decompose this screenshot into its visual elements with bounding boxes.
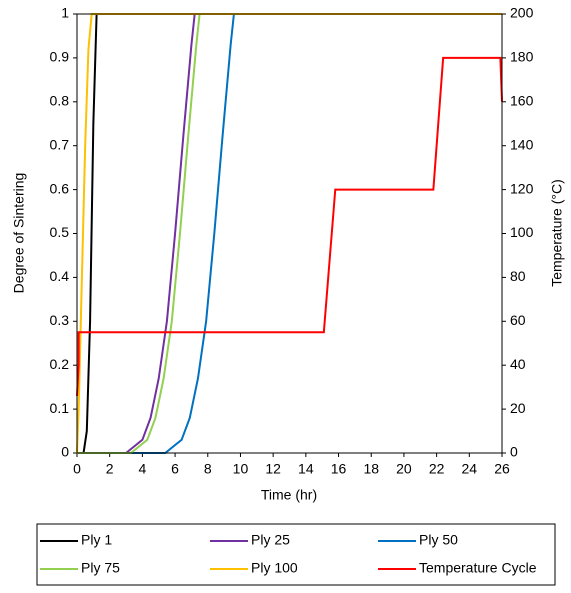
x-tick-label: 12 <box>265 461 281 477</box>
y-tick-label: 0.1 <box>50 400 70 416</box>
y-tick-label: 0.4 <box>50 268 70 284</box>
y2-axis-label: Temperature (°C) <box>549 179 565 287</box>
y-tick-label: 0.7 <box>50 136 70 152</box>
x-tick-label: 16 <box>331 461 347 477</box>
series-line <box>77 13 502 454</box>
x-tick-label: 22 <box>429 461 445 477</box>
series-line <box>76 56 503 396</box>
y-tick-label: 0 <box>61 444 69 460</box>
y-tick-label: 1 <box>61 5 69 21</box>
y2-tick-label: 80 <box>510 268 526 284</box>
y-tick-label: 0.9 <box>50 49 70 65</box>
y2-tick-label: 0 <box>510 444 518 460</box>
y2-tick-label: 200 <box>510 5 534 21</box>
y2-tick-label: 60 <box>510 312 526 328</box>
y2-tick-label: 20 <box>510 400 526 416</box>
x-axis-label: Time (hr) <box>261 487 317 503</box>
x-tick-label: 0 <box>73 461 81 477</box>
y-tick-label: 0.5 <box>50 224 70 240</box>
legend-label: Ply 100 <box>251 560 298 576</box>
legend-label: Ply 25 <box>251 532 290 548</box>
y-tick-label: 0.2 <box>50 356 70 372</box>
x-tick-label: 6 <box>171 461 179 477</box>
y2-tick-label: 160 <box>510 93 534 109</box>
legend-label: Ply 75 <box>81 560 120 576</box>
x-tick-label: 18 <box>363 461 379 477</box>
plot-frame <box>76 13 503 454</box>
y2-tick-label: 180 <box>510 49 534 65</box>
y-tick-label: 0.8 <box>50 93 70 109</box>
x-tick-label: 24 <box>462 461 478 477</box>
legend-label: Ply 50 <box>419 532 458 548</box>
series-line <box>77 13 502 454</box>
y-tick-label: 0.3 <box>50 312 70 328</box>
x-tick-label: 20 <box>396 461 412 477</box>
legend-label: Ply 1 <box>81 532 112 548</box>
x-tick-label: 10 <box>233 461 249 477</box>
x-tick-label: 26 <box>494 461 510 477</box>
series-line <box>77 13 502 454</box>
x-tick-label: 4 <box>138 461 146 477</box>
x-tick-label: 2 <box>106 461 114 477</box>
y2-tick-label: 40 <box>510 356 526 372</box>
legend-box <box>36 523 556 586</box>
series-line <box>76 13 502 454</box>
y-tick-label: 0.6 <box>50 180 70 196</box>
y-axis-label: Degree of Sintering <box>11 173 27 294</box>
y2-tick-label: 100 <box>510 224 534 240</box>
legend-label: Temperature Cycle <box>419 560 537 576</box>
x-tick-label: 8 <box>204 461 212 477</box>
x-tick-label: 14 <box>298 461 314 477</box>
y2-tick-label: 120 <box>510 180 534 196</box>
series-line <box>77 13 502 454</box>
y2-tick-label: 140 <box>510 136 534 152</box>
